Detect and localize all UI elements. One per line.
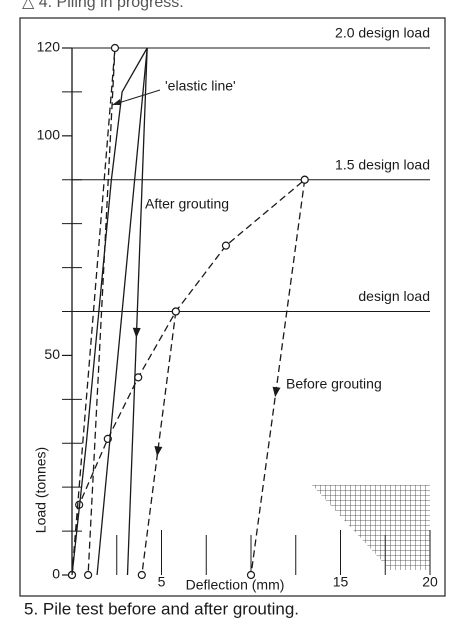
y-axis-label: Load (tonnes) <box>33 447 49 533</box>
direction-arrow <box>271 387 280 398</box>
y-tick-label: 120 <box>37 39 61 55</box>
series-line <box>142 312 176 576</box>
direction-arrow <box>132 328 140 338</box>
y-tick-label: 0 <box>52 566 60 582</box>
data-point <box>135 374 142 381</box>
data-point <box>248 572 255 579</box>
reference-label: 1.5 design load <box>335 156 430 172</box>
data-point <box>172 308 179 315</box>
annotation: 'elastic line' <box>165 78 236 94</box>
hatch <box>312 485 430 570</box>
data-point <box>111 45 118 52</box>
x-tick-label: 15 <box>333 574 349 590</box>
data-point <box>85 572 92 579</box>
x-tick-label: 20 <box>422 574 438 590</box>
figure: △ 4. Piling in progress. 5. Pile test be… <box>0 0 468 624</box>
page: △ 4. Piling in progress. 5. Pile test be… <box>0 0 468 624</box>
x-axis-label: Deflection (mm) <box>186 577 285 593</box>
reference-label: design load <box>358 288 430 304</box>
y-tick-label: 100 <box>37 127 61 143</box>
header: △ 4. Piling in progress. <box>22 0 184 11</box>
data-point <box>301 176 308 183</box>
series-line <box>72 180 305 575</box>
annotation: Before grouting <box>286 376 382 392</box>
data-point <box>138 572 145 579</box>
reference-label: 2.0 design load <box>335 25 430 41</box>
annotation: After grouting <box>145 196 229 212</box>
caption: 5. Pile test before and after grouting. <box>24 599 299 618</box>
data-point <box>222 242 229 249</box>
annotation-arrowhead <box>112 99 121 105</box>
y-tick-label: 50 <box>44 346 60 362</box>
x-tick-label: 5 <box>158 574 166 590</box>
